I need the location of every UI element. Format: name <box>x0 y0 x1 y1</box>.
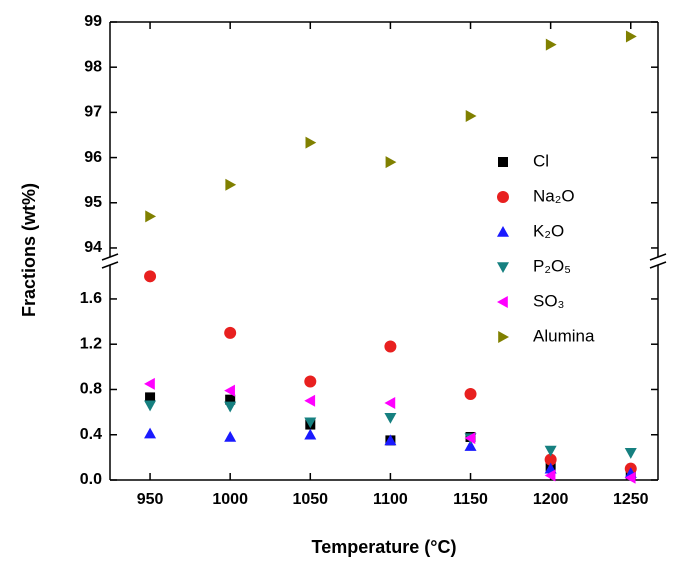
legend-label: Na₂O <box>533 186 575 205</box>
legend-marker <box>497 226 509 237</box>
legend-marker <box>497 191 509 203</box>
marker <box>225 178 237 191</box>
legend-label: K₂O <box>533 221 564 240</box>
legend-marker <box>497 296 508 308</box>
y-tick-label: 0.8 <box>80 381 102 398</box>
marker <box>544 445 557 457</box>
y-tick-label: 99 <box>84 13 102 30</box>
marker <box>224 401 237 413</box>
marker <box>625 30 637 43</box>
marker <box>464 388 477 400</box>
marker <box>304 428 317 440</box>
y-tick-label: 1.6 <box>80 290 102 307</box>
y-tick-label: 97 <box>84 104 102 121</box>
marker <box>465 110 477 122</box>
x-tick-label: 1200 <box>533 491 569 508</box>
marker <box>544 453 557 466</box>
marker <box>624 471 636 484</box>
marker <box>464 432 476 445</box>
legend-label: Cl <box>533 151 549 170</box>
x-tick-label: 1150 <box>453 491 488 508</box>
x-tick-label: 1250 <box>613 491 649 508</box>
y-tick-label: 0.4 <box>80 426 102 443</box>
marker <box>384 412 397 424</box>
x-tick-label: 1100 <box>373 491 408 508</box>
marker <box>545 38 557 51</box>
marker <box>224 431 237 442</box>
marker <box>304 417 317 429</box>
marker <box>544 469 556 482</box>
x-axis-title: Temperature (°C) <box>312 537 457 557</box>
legend-label: P₂O₅ <box>533 256 571 275</box>
marker <box>224 326 237 339</box>
x-tick-label: 1050 <box>292 491 328 508</box>
marker <box>384 340 397 353</box>
legend-marker <box>498 157 508 167</box>
y-tick-label: 98 <box>84 58 102 75</box>
marker <box>624 448 637 459</box>
marker <box>385 156 397 169</box>
marker <box>304 375 317 388</box>
marker <box>145 210 157 223</box>
y-tick-label: 1.2 <box>80 335 102 352</box>
x-tick-label: 950 <box>137 491 164 508</box>
legend-label: SO₃ <box>533 291 565 310</box>
y-tick-label: 96 <box>84 149 102 166</box>
y-tick-label: 95 <box>84 194 102 211</box>
marker <box>144 427 157 439</box>
marker <box>144 270 157 283</box>
legend-label: Alumina <box>533 326 595 345</box>
axes-frame <box>101 21 667 481</box>
legend-marker <box>498 331 509 343</box>
marker <box>224 384 235 397</box>
marker <box>384 397 396 410</box>
y-axis-title: Fractions (wt%) <box>19 183 39 317</box>
y-tick-label: 0.0 <box>80 471 102 488</box>
marker <box>384 434 397 446</box>
x-tick-label: 1000 <box>212 491 248 508</box>
y-tick-label: 94 <box>84 239 102 256</box>
marker <box>304 394 316 407</box>
marker <box>225 394 236 405</box>
marker <box>305 136 317 149</box>
marker <box>464 440 477 451</box>
marker <box>145 392 156 403</box>
marker <box>144 377 155 390</box>
marker <box>144 400 157 412</box>
legend-marker <box>497 262 509 273</box>
